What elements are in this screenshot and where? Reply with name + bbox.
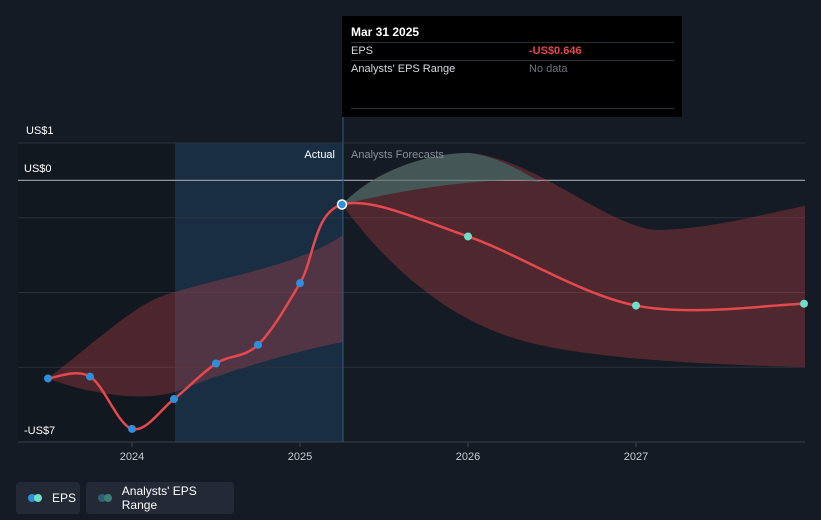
tooltip-eps-row: EPS -US$0.646	[351, 42, 674, 60]
tooltip-range-label: Analysts' EPS Range	[351, 63, 456, 75]
y-label-1: US$1	[26, 125, 54, 137]
tooltip-divider	[351, 108, 674, 109]
eps-actual-point[interactable]	[170, 395, 178, 404]
range-band-forecast-upper	[342, 152, 540, 205]
eps-chart: US$1 US$0 -US$7 Actual Analysts Forecast…	[18, 117, 808, 463]
y-label-min: -US$7	[24, 425, 55, 437]
eps-legend-icon	[28, 493, 46, 503]
tooltip-date: Mar 31 2025	[351, 25, 420, 39]
x-tick-label: 2026	[456, 451, 480, 463]
actual-label: Actual	[304, 149, 335, 161]
tooltip-range-value: No data	[529, 63, 568, 75]
eps-forecast-point[interactable]	[464, 232, 472, 241]
x-axis-ticks: 2024 2025 2026 2027	[120, 442, 648, 463]
legend-range-button[interactable]: Analysts' EPS Range	[86, 482, 234, 514]
y-label-0: US$0	[24, 163, 52, 175]
eps-actual-point[interactable]	[336, 199, 348, 210]
tooltip-eps-value: -US$0.646	[529, 45, 582, 57]
x-tick-label: 2024	[120, 451, 144, 463]
eps-actual-point[interactable]	[212, 359, 220, 368]
eps-actual-point[interactable]	[128, 424, 136, 433]
eps-actual-point[interactable]	[296, 279, 304, 288]
eps-forecast-point[interactable]	[632, 301, 640, 310]
eps-actual-point[interactable]	[86, 372, 94, 381]
range-legend-icon	[98, 493, 116, 503]
tooltip-range-row: Analysts' EPS Range No data	[351, 60, 674, 78]
legend-eps-button[interactable]: EPS	[16, 482, 80, 514]
legend-range-label: Analysts' EPS Range	[121, 484, 197, 512]
range-band-past	[48, 235, 343, 397]
tooltip-eps-label: EPS	[351, 45, 374, 57]
forecast-label: Analysts Forecasts	[351, 149, 444, 161]
range-band-forecast	[342, 152, 805, 367]
eps-forecast-point[interactable]	[800, 299, 808, 308]
gridlines	[18, 142, 805, 443]
eps-actual-point[interactable]	[44, 374, 52, 383]
x-tick-label: 2025	[288, 451, 312, 463]
eps-actual-point[interactable]	[254, 340, 262, 349]
legend-eps-label: EPS	[52, 491, 77, 505]
eps-points	[44, 199, 808, 433]
x-tick-label: 2027	[624, 451, 648, 463]
tooltip: Mar 31 2025 EPS -US$0.646 Analysts' EPS …	[342, 16, 682, 117]
